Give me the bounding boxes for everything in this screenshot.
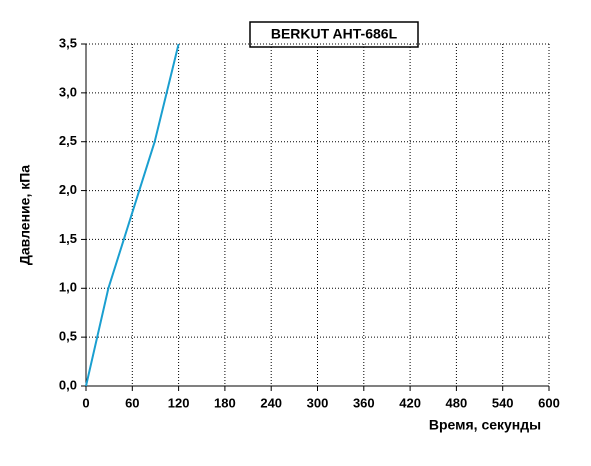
x-axis-label: Время, секунды [429,417,541,433]
x-tick-label: 300 [307,395,329,410]
data-line [85,43,180,387]
x-tick-label: 420 [399,395,421,410]
x-tick-label: 120 [168,395,190,410]
x-tick-label: 180 [214,395,236,410]
y-tick-label: 1,0 [59,280,77,295]
y-tick-label: 3,0 [59,84,77,99]
chart-title: BERKUT AHT-686L [271,26,398,42]
title-box [249,21,419,48]
y-tick-label: 2,0 [59,182,77,197]
x-tick-label: 0 [82,395,89,410]
y-tick-label: 0,0 [59,377,77,392]
x-tick-label: 540 [492,395,514,410]
x-tick-label: 600 [538,395,560,410]
x-tick-label: 60 [125,395,139,410]
y-axis-label: Давление, кПа [17,165,33,265]
y-tick-label: 3,5 [59,35,77,50]
x-tick-label: 360 [353,395,375,410]
y-tick-label: 2,5 [59,133,77,148]
x-tick-label: 480 [446,395,468,410]
y-tick-label: 1,5 [59,231,77,246]
y-tick-label: 0,5 [59,329,77,344]
x-tick-label: 240 [260,395,282,410]
